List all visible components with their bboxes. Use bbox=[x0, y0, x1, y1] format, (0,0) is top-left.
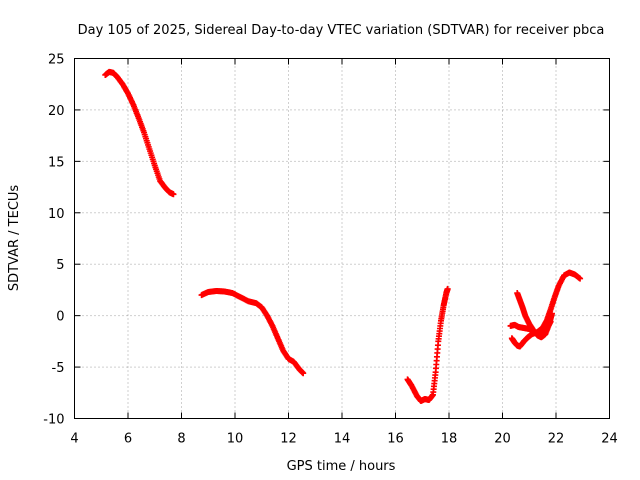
x-tick-label: 14 bbox=[334, 432, 351, 447]
series-arc-4 bbox=[508, 269, 584, 350]
y-tick-label: 10 bbox=[48, 207, 65, 222]
x-tick-label: 6 bbox=[124, 432, 132, 447]
data-point bbox=[548, 310, 555, 317]
series-arc-3 bbox=[404, 285, 451, 405]
x-tick-label: 22 bbox=[548, 432, 565, 447]
x-tick-label: 18 bbox=[441, 432, 458, 447]
y-tick-label: 15 bbox=[48, 155, 65, 170]
series-arc-1 bbox=[102, 68, 177, 198]
x-tick-label: 24 bbox=[601, 432, 618, 447]
y-tick-label: 5 bbox=[56, 258, 64, 273]
data-point bbox=[444, 285, 451, 292]
data-marks bbox=[102, 68, 584, 405]
x-tick-label: 16 bbox=[387, 432, 404, 447]
x-tick-label: 20 bbox=[494, 432, 511, 447]
y-axis-label: SDTVAR / TECUs bbox=[7, 185, 22, 292]
y-tick-label: 25 bbox=[48, 53, 65, 68]
x-tick-label: 8 bbox=[177, 432, 185, 447]
x-tick-label: 10 bbox=[227, 432, 244, 447]
x-tick-label: 12 bbox=[280, 432, 297, 447]
data-point bbox=[577, 275, 584, 282]
x-axis-ticks: 4 6 8 10 12 14 16 18 20 22 24 bbox=[70, 58, 618, 447]
data-point bbox=[170, 191, 177, 198]
grid bbox=[74, 58, 610, 419]
data-point bbox=[300, 370, 307, 377]
series-arc-6 bbox=[514, 290, 555, 341]
y-tick-label: 20 bbox=[48, 104, 65, 119]
x-tick-label: 4 bbox=[70, 432, 78, 447]
y-tick-label: -10 bbox=[43, 413, 64, 428]
x-axis-label: GPS time / hours bbox=[287, 459, 396, 474]
chart-title: Day 105 of 2025, Sidereal Day-to-day VTE… bbox=[78, 23, 605, 38]
series-arc-2 bbox=[198, 287, 307, 377]
y-tick-label: 0 bbox=[56, 310, 64, 325]
y-tick-label: -5 bbox=[52, 361, 65, 376]
y-axis-ticks: -10 -5 0 5 10 15 20 25 bbox=[43, 53, 610, 428]
